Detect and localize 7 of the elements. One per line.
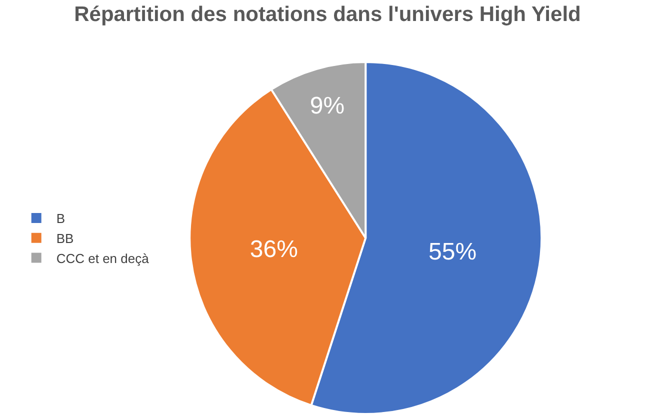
legend-label: CCC et en deçà bbox=[56, 250, 150, 266]
data-label: 55% bbox=[428, 238, 477, 266]
legend-label: BB bbox=[56, 230, 74, 246]
legend-label: B bbox=[56, 211, 66, 226]
data-label: 36% bbox=[250, 236, 298, 264]
data-label: 9% bbox=[310, 92, 345, 120]
chart-title: Répartition des notations dans l'univers High Yield bbox=[74, 2, 581, 26]
